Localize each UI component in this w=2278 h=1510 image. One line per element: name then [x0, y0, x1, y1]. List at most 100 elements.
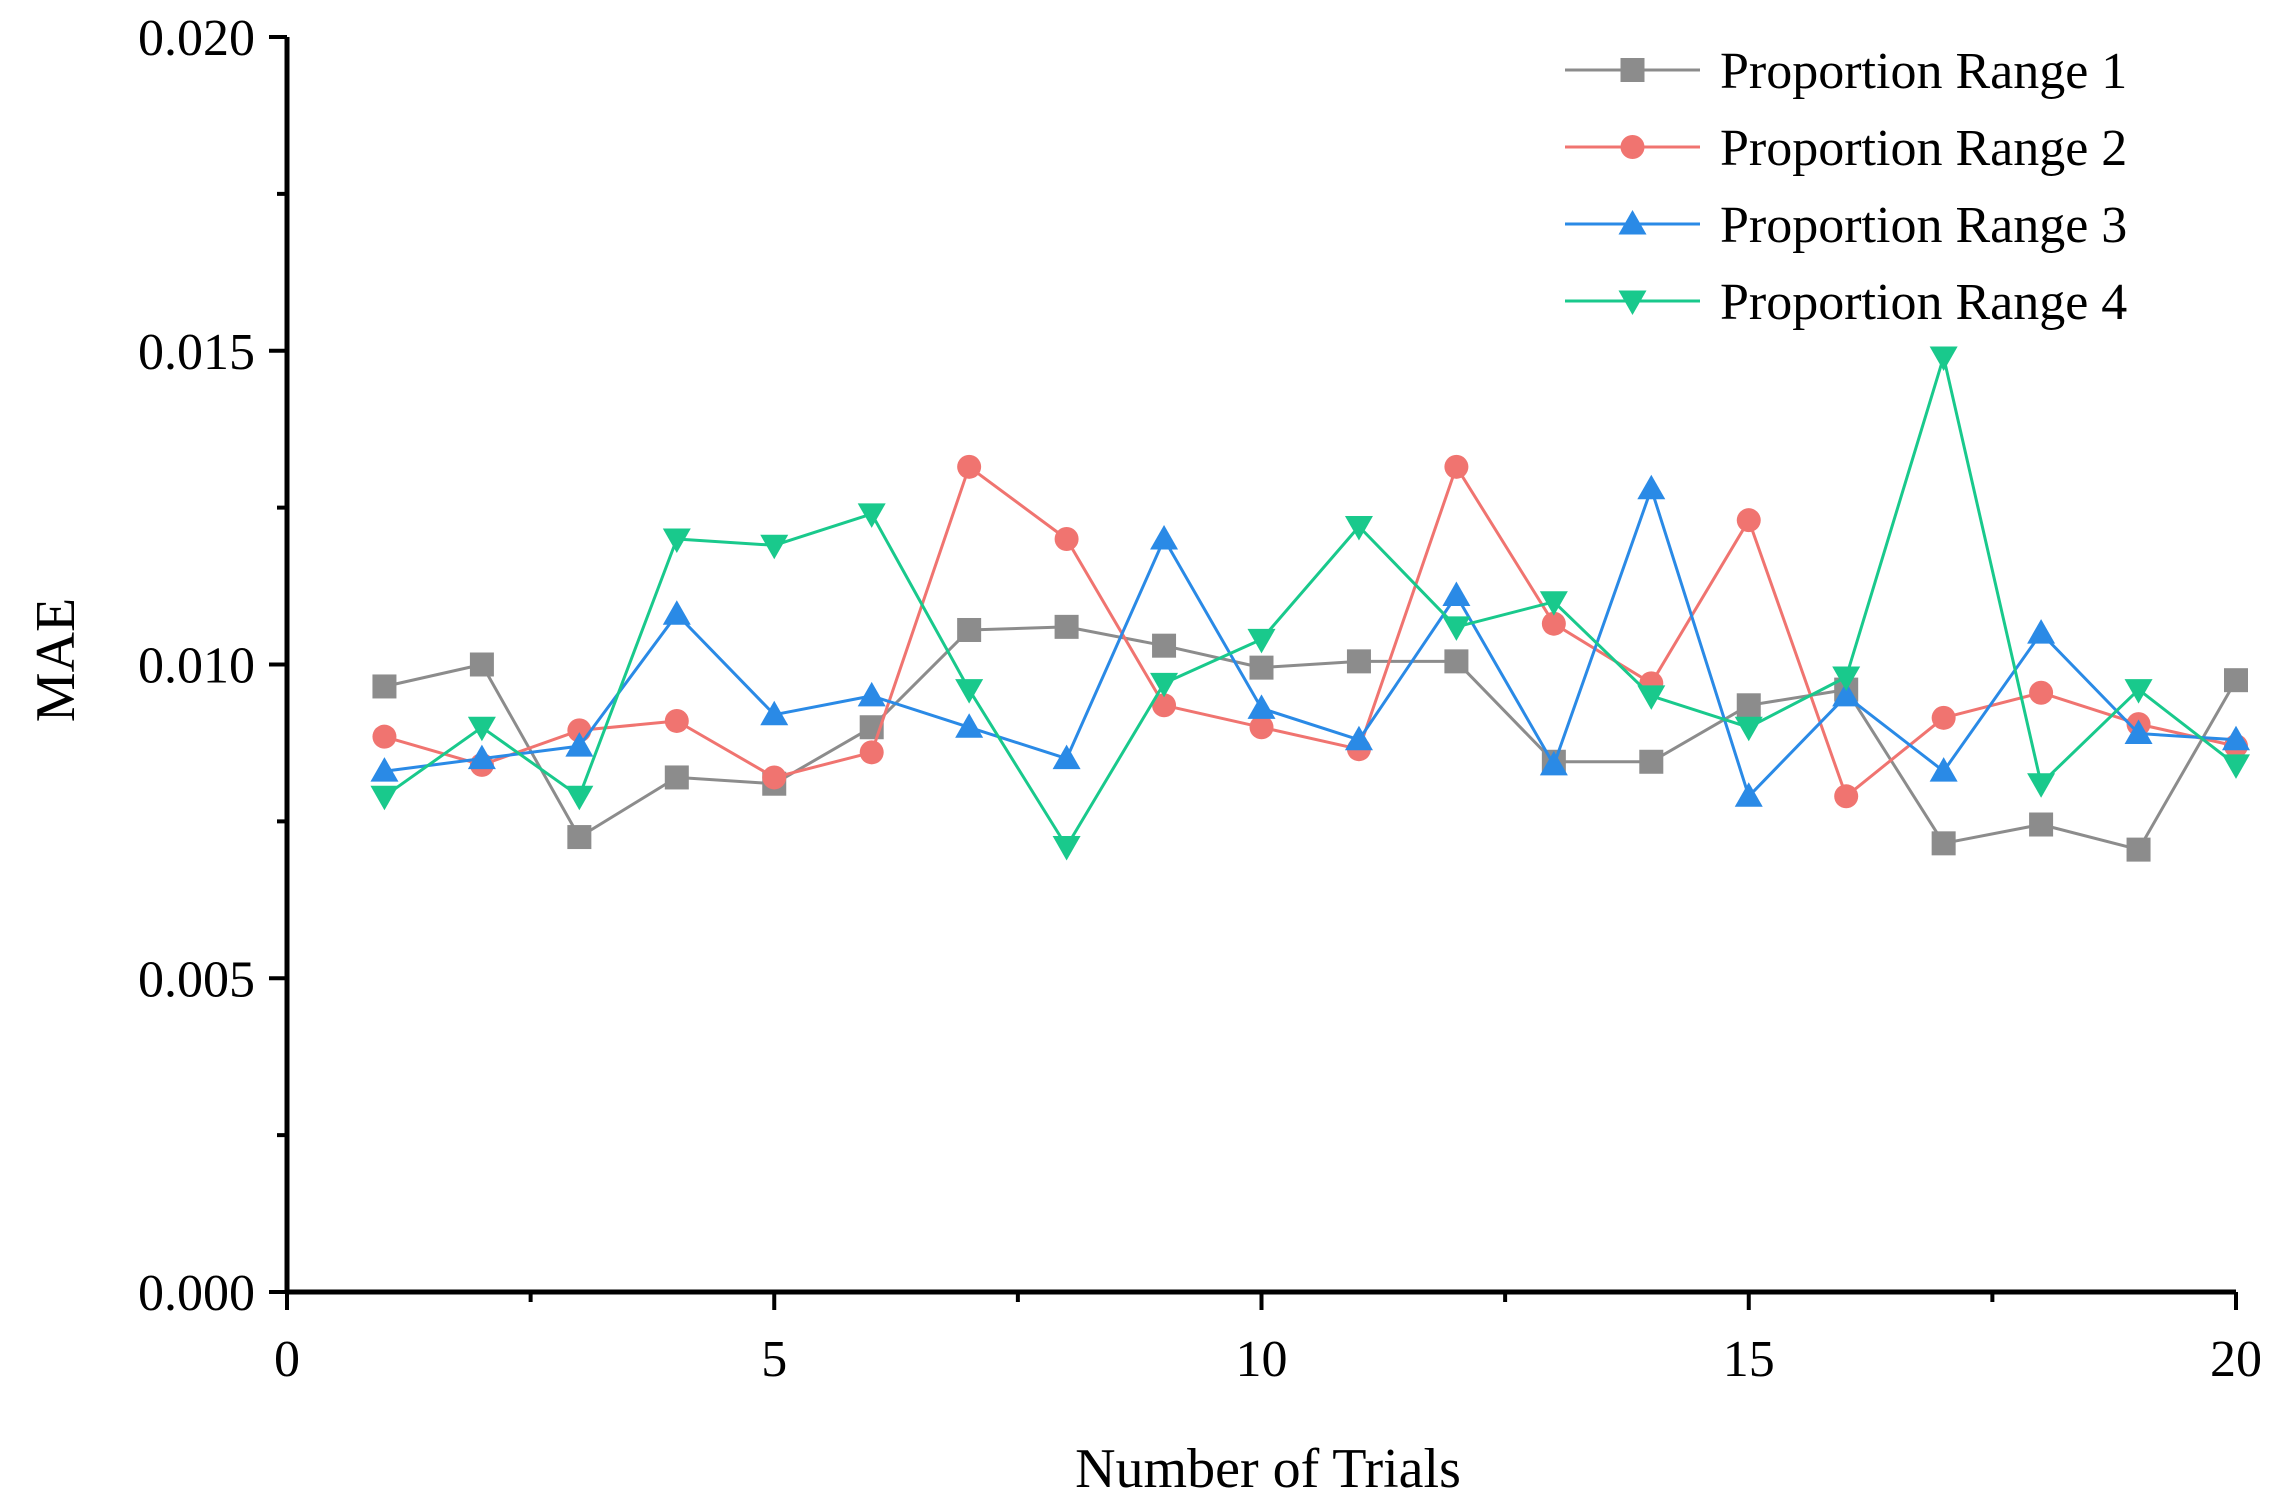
y-tick-label: 0.015	[138, 324, 255, 381]
series-4-point	[2027, 773, 2056, 798]
series-4-point	[370, 785, 399, 811]
series-1-point	[1346, 649, 1371, 674]
legend-label: Proportion Range 3	[1720, 197, 2127, 254]
series-2-point	[664, 708, 689, 733]
legend-item-2: Proportion Range 2	[1565, 120, 2127, 177]
series-2-point	[957, 454, 982, 479]
series-2-point	[372, 724, 397, 749]
series-3-point	[662, 600, 691, 625]
series-1-point	[2126, 837, 2151, 862]
series-2-point	[859, 740, 884, 765]
series-3	[370, 474, 2250, 807]
series-1-point	[2029, 812, 2054, 837]
series-3-point	[565, 732, 594, 757]
series-4-line	[383, 355, 2237, 848]
series-3-point	[857, 681, 886, 707]
series-2-point	[2029, 680, 2054, 705]
series-4-point	[1442, 616, 1471, 641]
legend-label: Proportion Range 4	[1720, 274, 2127, 331]
series-1-line	[384, 625, 2238, 852]
series-1-point	[1931, 831, 1956, 856]
series-1	[372, 614, 2248, 862]
series-4-point	[1734, 716, 1763, 742]
series-3-point	[1344, 725, 1373, 751]
legend: Proportion Range 1 Proportion Range 2 Prop…	[1565, 43, 2127, 331]
series-4-point	[467, 716, 496, 742]
y-tick-label: 0.000	[138, 1265, 255, 1322]
series-3-point	[467, 744, 496, 770]
series-4-point	[565, 785, 594, 811]
series-3-point	[1539, 750, 1568, 776]
series-1-point	[1639, 749, 1664, 774]
series-4	[370, 346, 2250, 861]
series-1-point	[664, 765, 689, 790]
series-lines	[370, 346, 2250, 862]
series-4-point	[1344, 515, 1373, 541]
series-2-point	[1054, 527, 1079, 551]
series-1-point	[567, 825, 592, 850]
series-4-point	[1052, 835, 1081, 861]
series-2-point	[1444, 454, 1469, 479]
series-2-point	[1152, 693, 1177, 718]
series-1-point	[2224, 668, 2248, 693]
series-2-point	[762, 765, 787, 790]
series-1-point	[1054, 614, 1079, 639]
legend-label: Proportion Range 1	[1720, 43, 2127, 100]
series-3-point	[370, 757, 399, 782]
series-2-point	[1249, 715, 1274, 740]
series-4-point	[955, 679, 984, 704]
series-3-point	[955, 713, 984, 738]
axes: 0.000 0.005 0.010 0.015 0.020 0 5 10 15 20	[138, 10, 2262, 1388]
series-3-point	[1442, 581, 1471, 606]
series-3-point	[1832, 681, 1861, 707]
series-4-point	[1637, 685, 1666, 710]
series-2-point	[1834, 784, 1859, 809]
series-4-point	[2124, 679, 2153, 704]
series-3-point	[1052, 744, 1081, 770]
series-2-point	[1541, 611, 1566, 636]
series-3-point	[1247, 694, 1276, 719]
series-3-point	[760, 700, 789, 726]
legend-item-1: Proportion Range 1	[1565, 43, 2127, 100]
series-1-point	[469, 652, 494, 677]
series-2-point	[1931, 705, 1956, 730]
legend-marker	[1620, 58, 1645, 82]
y-tick-label: 0.020	[138, 10, 255, 67]
legend-marker	[1620, 135, 1645, 159]
series-1-point	[1444, 649, 1469, 674]
series-4-point	[1539, 591, 1568, 616]
series-4-point	[1929, 346, 1958, 372]
legend-item-4: Proportion Range 4	[1565, 274, 2127, 331]
series-3-point	[2124, 719, 2153, 745]
series-4-point	[857, 503, 886, 528]
series-3-point	[1734, 782, 1763, 807]
x-tick-label: 5	[761, 1331, 787, 1388]
series-3-point	[1637, 474, 1666, 500]
series-3-point	[2222, 725, 2250, 751]
series-4-point	[2222, 754, 2250, 779]
series-4-point	[760, 534, 789, 560]
y-tick-label: 0.005	[138, 951, 255, 1008]
series-2-line	[383, 465, 2237, 798]
series-3-point	[1150, 525, 1179, 550]
series-1-point	[1249, 655, 1274, 680]
series-3-point	[1929, 757, 1958, 782]
x-tick-label: 0	[274, 1331, 300, 1388]
series-3-point	[2027, 619, 2056, 644]
series-1-point	[1152, 633, 1177, 658]
series-4-point	[1832, 666, 1861, 692]
series-4-point	[1150, 672, 1179, 698]
series-1-point	[372, 674, 397, 699]
series-3-line	[384, 487, 2237, 798]
y-tick-label: 0.010	[138, 638, 255, 695]
y-axis-title: MAE	[25, 598, 87, 722]
series-2	[372, 454, 2248, 809]
series-2-point	[1736, 508, 1761, 533]
legend-item-3: Proportion Range 3	[1565, 197, 2127, 254]
legend-marker	[1618, 290, 1647, 315]
x-tick-label: 15	[1723, 1331, 1775, 1388]
x-tick-label: 20	[2210, 1331, 2262, 1388]
series-1-point	[1736, 693, 1761, 718]
legend-label: Proportion Range 2	[1720, 120, 2127, 177]
